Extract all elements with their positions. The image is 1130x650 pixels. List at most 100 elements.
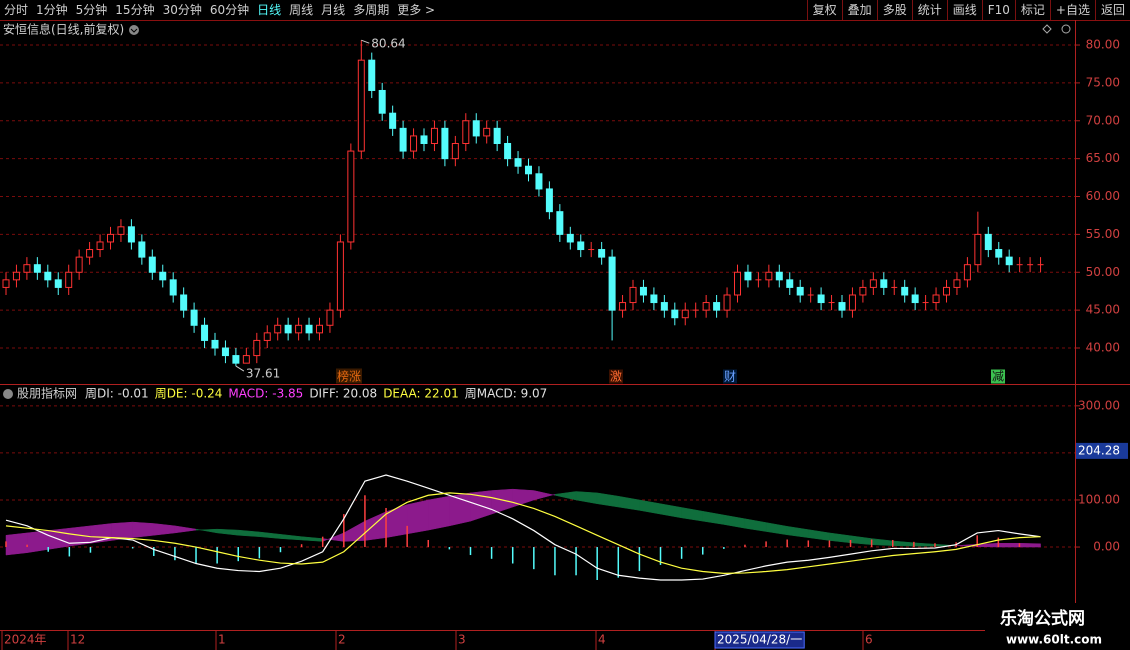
candle-body [451,142,459,160]
toolbar-item[interactable]: 标记 [1014,0,1050,20]
toolbar-item[interactable]: 15分钟 [115,3,155,17]
band-segment [618,495,640,511]
toolbar-item[interactable]: 多周期 [353,3,390,17]
candle-body [734,271,741,296]
candle-body [86,249,94,258]
candle-body [848,294,856,311]
candle-body [525,165,532,175]
band-segment [280,534,302,541]
toolbar-item[interactable]: 多股 [876,0,912,20]
x-axis-label: 3 [458,633,466,647]
x-axis-label: 6 [865,633,873,647]
indicator-label: DIFF: 20.08 [309,387,377,401]
candle-body [242,355,250,364]
toolbar-item[interactable]: F10 [981,0,1015,20]
candle-body [347,150,355,243]
band-segment [259,531,281,539]
candle-body [180,294,188,311]
indicator-label: 周DE: -0.24 [155,387,223,401]
candle-body [44,271,52,281]
signal-marker: 财 [724,370,736,384]
toolbar-item[interactable]: 月线 [321,3,346,17]
candle-body [201,324,209,341]
toolbar-item[interactable]: 日线 [257,3,282,17]
toolbar-item[interactable]: 1分钟 [36,3,68,17]
toolbar-item[interactable]: 60分钟 [209,3,250,17]
candle-body [608,256,616,311]
date-cursor-box [714,631,805,649]
band-segment [5,532,28,556]
y-tick-label: 300.00 [1078,398,1120,412]
band-segment [385,504,408,538]
candle-body [671,309,679,319]
high-arrow [361,39,370,44]
toolbar-item[interactable]: 分时 [4,3,29,17]
indicator-label: DEAA: 22.01 [383,387,459,401]
band-segment [364,511,387,541]
watermark-url: www.60lt.com [1006,633,1102,647]
toolbar-item[interactable]: 叠加 [841,0,877,20]
toolbar-item[interactable]: 30分钟 [162,3,202,17]
candle-body [995,249,1003,258]
low-arrow [235,365,245,372]
candle-body [253,339,261,357]
marker-box [609,369,624,384]
x-axis-label: 2025/04/28/一 [717,633,802,647]
candle-body [535,173,543,190]
settings-icon[interactable] [1061,24,1071,34]
marker-box [991,369,1006,384]
candle-body [504,142,512,160]
candle-body [316,324,323,334]
candle-body [566,233,574,243]
candle-body [284,324,292,334]
y-tick-label: 80.00 [1086,38,1120,52]
candle-body [33,264,41,273]
band-segment [596,492,619,508]
candle-body [263,332,271,341]
candle-body [932,294,940,304]
candle-body [368,59,376,91]
candle-body [629,286,637,304]
toolbar-item[interactable]: 统计 [911,0,947,20]
current-value-label: 204.28 [1078,443,1120,457]
indicator-dropdown[interactable] [3,389,13,399]
dea-line [5,492,1041,574]
candle-body [869,279,877,288]
candle-body [274,324,282,334]
toolbar-item[interactable]: 返回 [1094,0,1130,20]
watermark-title: 乐淘公式网 [1000,608,1085,629]
toolbar-item[interactable]: +自选 [1049,0,1095,20]
band-segment [301,536,323,542]
candle-body [660,302,668,311]
candle-body [619,302,627,311]
band-segment [237,529,260,537]
toolbar-item[interactable]: 复权 [806,0,842,20]
indicator-label: MACD: -3.85 [228,387,303,401]
toolbar-item[interactable]: 周线 [289,3,314,17]
title-dropdown[interactable] [129,25,139,35]
candle-body [880,279,888,288]
candle-body [107,233,114,243]
band-segment [533,490,556,501]
band-segment [153,523,176,536]
diamond-icon[interactable] [1042,24,1052,34]
candle-body [232,355,240,364]
candle-body [23,264,31,273]
marker-box [336,368,363,384]
band-segment [512,488,535,508]
candle-body [545,188,553,213]
candle-body [577,241,585,251]
candle-body [953,279,961,288]
band-segment [174,525,197,534]
current-value-box [1076,442,1128,459]
toolbar-item[interactable]: 更多 > [397,3,436,17]
candle-body [650,294,658,304]
toolbar-item[interactable]: 画线 [946,0,982,20]
toolbar-item[interactable]: 5分钟 [75,3,108,17]
y-tick-label: 40.00 [1086,341,1120,355]
candle-body [775,271,783,281]
y-tick-label: 75.00 [1086,75,1120,89]
x-axis-label: 4 [598,633,606,647]
candle-body [639,286,647,296]
